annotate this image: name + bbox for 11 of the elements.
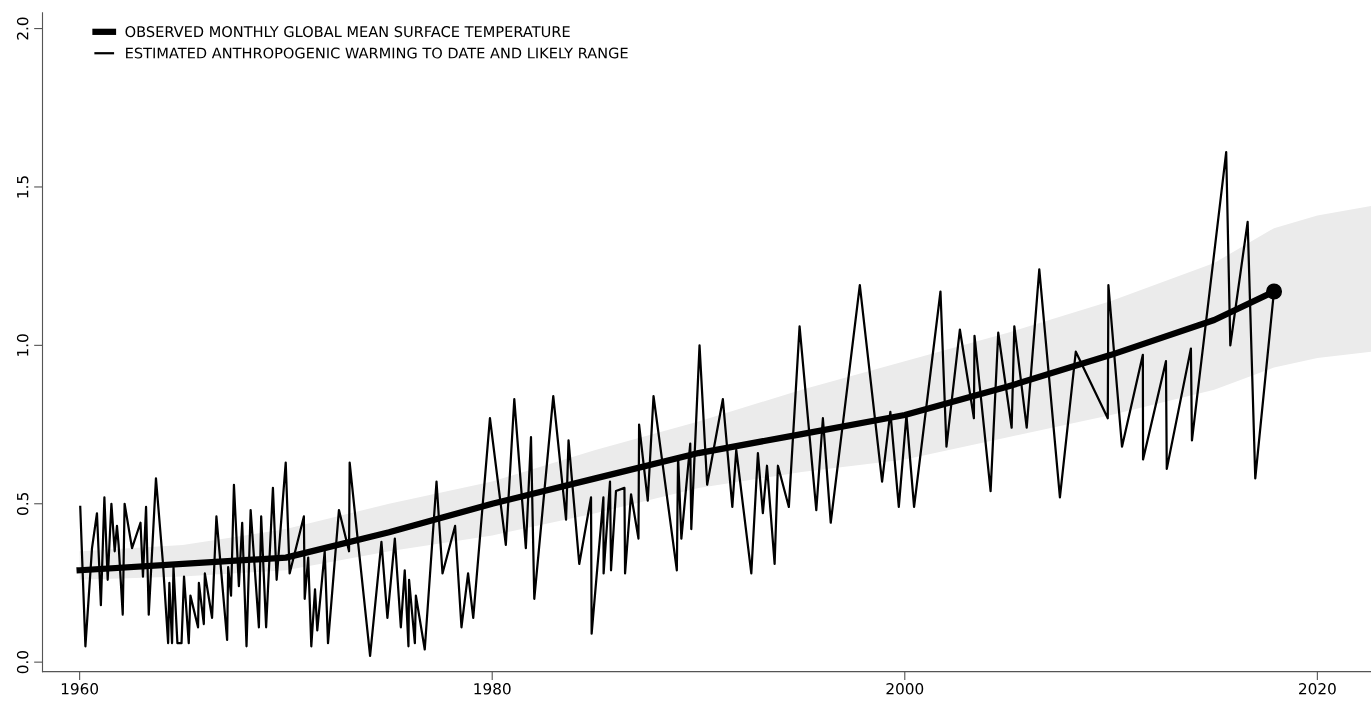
y-tick-label: 1.0 — [16, 334, 29, 356]
x-tick-label: 1960 — [61, 683, 99, 695]
x-tick-label: 1980 — [474, 683, 511, 695]
y-tick-label: 0.5 — [16, 492, 29, 515]
y-tick-label: 0.0 — [16, 651, 29, 674]
legend-label: ESTIMATED ANTHROPOGENIC WARMING TO DATE AND LIKELY RANGE — [126, 47, 628, 59]
x-tick-label: 2020 — [1299, 683, 1336, 695]
x-tick-label: 2000 — [886, 683, 924, 695]
y-tick-label: 1.5 — [17, 176, 29, 198]
legend-label: OBSERVED MONTHLY GLOBAL MEAN SURFACE TEMPERATURE — [125, 26, 570, 38]
y-tick-label: 2.0 — [16, 17, 29, 40]
